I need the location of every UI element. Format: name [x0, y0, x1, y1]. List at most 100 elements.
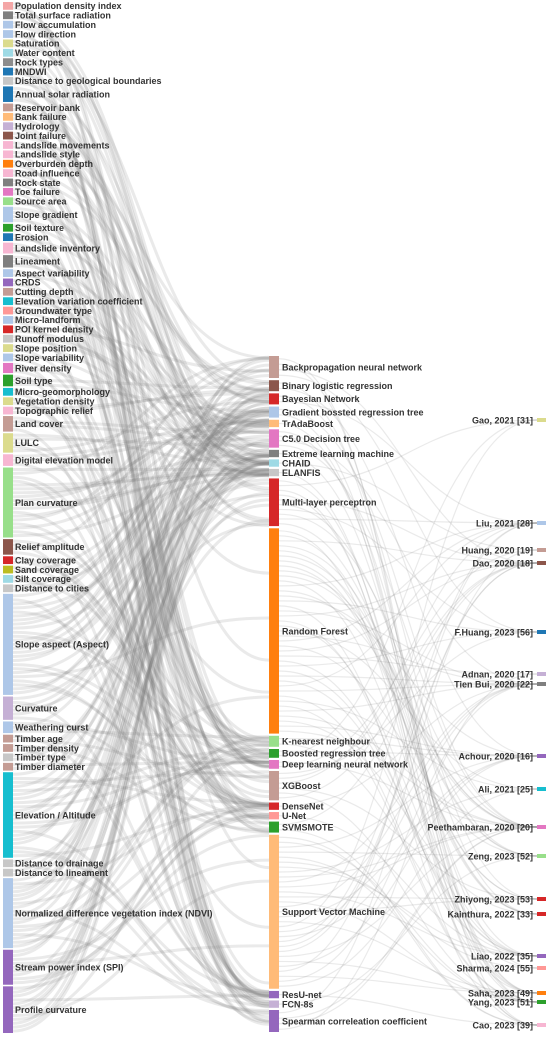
factor-node-distance-to-lineament-bar	[3, 868, 13, 877]
flow-link	[12, 335, 270, 425]
flow-link	[12, 575, 270, 1004]
method-node-u-net: U-Net	[269, 811, 306, 821]
flow-link	[278, 695, 538, 1003]
method-node-k-nearest-neighbour-label: K-nearest neighbour	[282, 737, 371, 747]
flow-link	[12, 160, 270, 994]
factor-node-sand-coverage-bar	[3, 565, 13, 574]
flow-link	[12, 452, 270, 495]
method-node-elanfis: ELANFIS	[269, 468, 321, 478]
flow-link	[12, 188, 270, 759]
method-node-bayesian-network-bar	[269, 393, 279, 405]
flow-link	[12, 169, 270, 393]
flow-link	[12, 86, 270, 493]
flow-link	[12, 301, 270, 478]
flow-link	[12, 409, 270, 598]
flow-link	[12, 630, 270, 747]
flow-link	[12, 233, 270, 764]
flow-link	[278, 562, 538, 779]
factor-node-joint-failure: Joint failure	[3, 131, 66, 141]
flow-link	[278, 562, 538, 652]
flow-link	[12, 472, 270, 610]
factor-node-land-cover-label: Land cover	[15, 419, 64, 429]
factor-node-crds-bar	[3, 278, 13, 287]
factor-node-toe-failure: Toe failure	[3, 187, 60, 197]
method-node-boosted-regression-tree: Boosted regression tree	[269, 749, 386, 759]
factor-node-source-area-label: Source area	[15, 197, 68, 207]
factor-node-distance-to-cities-bar	[3, 584, 13, 593]
factor-node-hydrology-label: Hydrology	[15, 122, 60, 132]
flow-link	[12, 453, 270, 1029]
flow-link	[12, 933, 270, 1000]
flow-link	[278, 562, 538, 799]
factor-node-distance-to-drainage: Distance to drainage	[3, 859, 104, 869]
factor-node-stream-power-index-spi-bar	[3, 949, 13, 985]
factor-node-river-density: River density	[3, 362, 72, 373]
study-node-liu-2021-28-label: Liu, 2021 [28]	[476, 518, 533, 528]
study-node-kainthura-2022-33-label: Kainthura, 2022 [33]	[447, 909, 533, 919]
factor-node-toe-failure-bar	[3, 187, 13, 196]
method-node-svmsmote: SVMSMOTE	[269, 821, 334, 833]
flow-link	[12, 776, 270, 805]
factor-node-saturation-label: Saturation	[15, 39, 60, 49]
flow-link	[12, 136, 270, 360]
factor-node-land-cover: Land cover	[3, 416, 64, 432]
flow-link	[12, 469, 270, 654]
flow-link	[12, 288, 270, 453]
factor-node-silt-coverage-bar	[3, 575, 13, 583]
flow-link	[278, 901, 538, 1003]
flow-link	[12, 401, 270, 1006]
factor-node-poi-kernel-density-bar	[3, 325, 13, 334]
flow-link	[12, 418, 270, 841]
flow-link	[278, 422, 538, 1003]
flow-link	[12, 224, 270, 477]
study-node-huang-2020-19: Huang, 2020 [19]	[461, 545, 546, 555]
factor-node-slope-gradient-bar	[3, 206, 13, 223]
flow-link	[12, 494, 270, 630]
factor-node-groundwater-type-bar	[3, 306, 13, 315]
flow-link	[12, 518, 270, 863]
factor-node-micro-geomorphology-bar	[3, 387, 13, 396]
flow-link	[12, 695, 270, 805]
method-node-bayesian-network: Bayesian Network	[269, 393, 361, 405]
study-node-liao-2022-35: Liao, 2022 [35]	[471, 951, 546, 961]
factor-node-saturation-bar	[3, 39, 13, 48]
method-node-backpropagation-neural-network-label: Backpropagation neural network	[282, 362, 423, 372]
study-node-ali-2021-25-bar	[537, 787, 546, 791]
flow-link	[12, 812, 270, 990]
flow-link	[12, 760, 270, 767]
factor-node-reservoir-bank-label: Reservoir bank	[15, 103, 81, 113]
flow-link	[12, 354, 270, 467]
flow-link	[278, 755, 538, 938]
flow-link	[12, 721, 270, 765]
flow-link	[12, 510, 270, 808]
factor-node-timber-density-label: Timber density	[15, 743, 79, 753]
flow-link	[12, 739, 270, 779]
study-node-sharma-2024-55-bar	[537, 966, 546, 970]
flow-link	[278, 494, 538, 1003]
factor-node-slope-gradient-label: Slope gradient	[15, 210, 78, 220]
flow-link	[12, 663, 270, 780]
study-node-ali-2021-25-label: Ali, 2021 [25]	[478, 784, 533, 794]
flow-link	[12, 150, 270, 446]
flow-link	[12, 729, 270, 739]
factor-node-aspect-variability: Aspect variability	[3, 268, 90, 278]
flow-link	[12, 255, 270, 463]
flow-link	[12, 560, 270, 765]
factor-node-timber-type: Timber type	[3, 753, 66, 763]
factor-node-timber-type-label: Timber type	[15, 753, 66, 763]
study-node-peethambaran-2020-20-bar	[537, 825, 546, 829]
factor-node-normalized-difference-vegetation-index-ndvi-bar	[3, 878, 13, 949]
factor-node-soil-type-label: Soil type	[15, 376, 53, 386]
flow-link	[12, 375, 270, 1006]
flow-link	[12, 441, 270, 743]
factor-node-annual-solar-radiation-label: Annual solar radiation	[15, 89, 110, 99]
factor-node-distance-to-cities-label: Distance to cities	[15, 584, 89, 594]
flow-link	[278, 787, 538, 900]
factor-node-total-surface-radiation-bar	[3, 11, 13, 20]
method-node-spearman-correleation-coefficient-bar	[269, 1010, 279, 1032]
factor-node-landslide-movements-bar	[3, 141, 13, 149]
factor-node-landslide-inventory-label: Landslide inventory	[15, 243, 100, 253]
factor-node-distance-to-drainage-bar	[3, 859, 13, 868]
flow-link	[12, 68, 270, 985]
factor-node-total-surface-radiation-label: Total surface radiation	[15, 11, 111, 21]
